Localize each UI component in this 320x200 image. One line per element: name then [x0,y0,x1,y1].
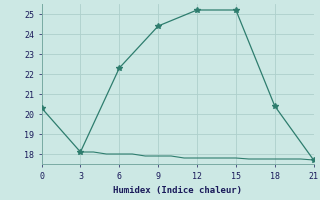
X-axis label: Humidex (Indice chaleur): Humidex (Indice chaleur) [113,186,242,195]
